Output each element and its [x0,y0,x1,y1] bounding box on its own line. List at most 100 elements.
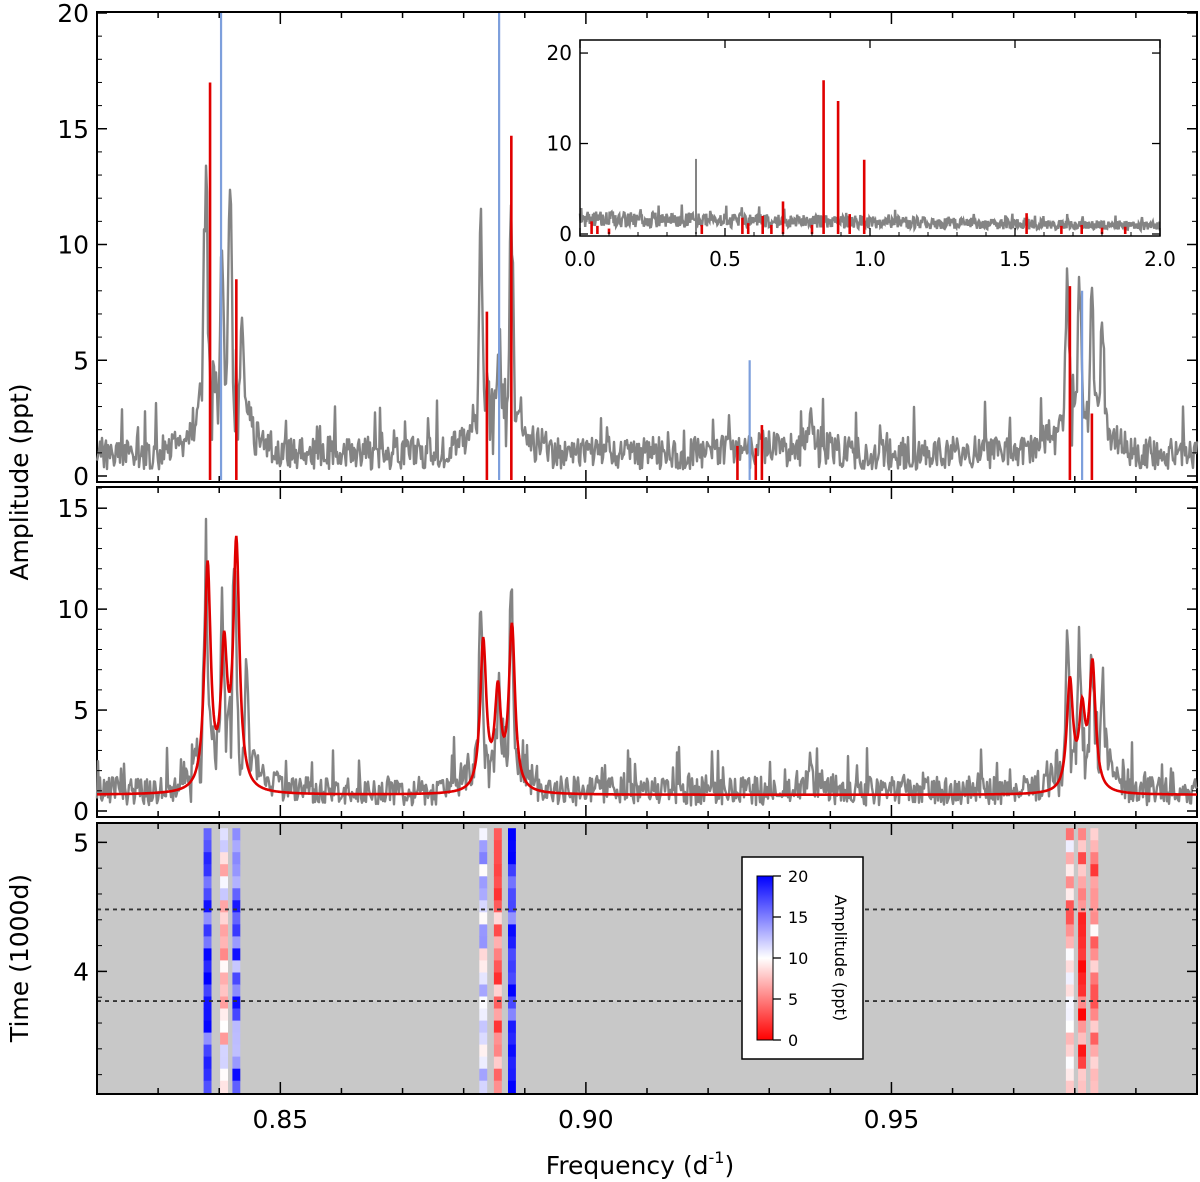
heatmap-cell [493,864,502,877]
top-spectrum-line [95,164,1199,471]
inset-axes: 0.0 0.5 1.0 1.5 2.0 0 10 20 [547,40,1176,271]
top-y-tick-label: 15 [57,115,89,144]
inset-x-tick-label: 1.5 [999,247,1031,271]
heatmap-cell [1065,1044,1074,1058]
inset-background [580,40,1160,236]
heatmap-cell [1078,1020,1086,1034]
heatmap-cell [508,852,516,865]
heatmap-cell [508,984,516,998]
heatmap-cell [1090,1008,1099,1022]
heatmap-cell [203,1080,212,1094]
heatmap-cell [1078,984,1086,998]
heatmap-cell [1065,912,1074,925]
heatmap-cell [1090,864,1099,877]
heatmap-cell [479,1080,488,1094]
middle-y-axis: 0 5 10 15 [57,487,1198,826]
middle-y-tick-label: 5 [73,696,89,725]
inset-y-tick-label: 0 [559,222,572,246]
heatmap-cell [203,984,212,998]
heatmap-cell [232,1080,241,1094]
colorbar-tick-label: 5 [788,990,798,1009]
heatmap-cell [493,924,502,937]
heatmap-cell [479,960,488,973]
heatmap-cell [479,1056,488,1070]
heatmap-cell [493,1044,502,1058]
heatmap-cell [232,1020,241,1034]
heatmap-cell [1065,1020,1074,1034]
heatmap-cell [1090,972,1099,986]
top-y-axis: 0 5 10 15 20 [57,0,1198,491]
heatmap-cell [232,840,241,853]
heatmap-cell [479,1068,488,1082]
heatmap-cell [508,996,516,1010]
heatmap-cell [1090,924,1099,937]
middle-y-tick-label: 15 [57,494,89,523]
heatmap-cell [232,960,241,973]
heatmap-cell [479,828,488,841]
heatmap-cell [1065,864,1074,877]
heatmap-cell [508,1056,516,1070]
heatmap-cell [1090,912,1099,925]
heatmap-cell [232,1044,241,1058]
heatmap-cell [1065,828,1074,841]
heatmap-cell [203,1020,212,1034]
heatmap-cell [508,960,516,973]
heatmap-cell [1065,1008,1074,1022]
heatmap-cell [220,1008,228,1022]
heatmap-cell [508,936,516,949]
colorbar-tick-label: 20 [788,867,808,886]
heatmap-cell [203,888,212,901]
heatmap-cell [508,876,516,889]
heatmap-cell [479,924,488,937]
heatmap-cell [1078,888,1086,901]
heatmap-cell [1090,936,1099,949]
heatmap-cell [493,852,502,865]
heatmap-cell [1078,1068,1086,1082]
heatmap-cell [493,948,502,961]
bottom-x-tick-label: 0.95 [864,1105,920,1134]
heatmap-cell [479,876,488,889]
inset-x-tick-label: 0.0 [564,247,596,271]
heatmap-cell [232,924,241,937]
middle-plot-area [95,517,1198,807]
bottom-axes: 4 5 0.85 0.90 0.95 [73,823,1198,1134]
heatmap-cell [508,864,516,877]
heatmap-cell [1090,1056,1099,1070]
heatmap-cell [203,960,212,973]
heatmap-cell [1078,876,1086,889]
colorbar-gradient [756,875,774,1041]
heatmap-cell [508,924,516,937]
heatmap-cell [493,1032,502,1046]
heatmap-cell [1078,1032,1086,1046]
heatmap-cell [232,852,241,865]
inset-plot-area [578,80,1161,234]
heatmap-cell [1078,1008,1086,1022]
heatmap-cell [203,1068,212,1082]
heatmap-cell [493,960,502,973]
heatmap-cell [220,948,228,961]
heatmap-cell [1078,960,1086,973]
heatmap-cell [232,1068,241,1082]
heatmap-cell [220,924,228,937]
heatmap-cell [203,840,212,853]
top-panel: 0 5 10 15 20 [57,0,1199,491]
frequency-axis-label: Frequency (d-1) [546,1148,734,1180]
heatmap-cell [220,852,228,865]
inset-x-tick-label: 1.0 [854,247,886,271]
middle-y-tick-label: 0 [73,797,89,826]
heatmap-cell [493,972,502,986]
heatmap-cell [1065,984,1074,998]
heatmap-cell [232,900,241,913]
heatmap-cell [493,840,502,853]
heatmap-cell [220,840,228,853]
bottom-x-tick-label: 0.90 [558,1105,614,1134]
heatmap-cell [232,876,241,889]
heatmap-cell [232,888,241,901]
heatmap-cell [508,1080,516,1094]
heatmap-cell [203,1056,212,1070]
heatmap-cell [1078,852,1086,865]
heatmap-cell [508,840,516,853]
heatmap-cell [479,1008,488,1022]
heatmap-cell [508,1020,516,1034]
